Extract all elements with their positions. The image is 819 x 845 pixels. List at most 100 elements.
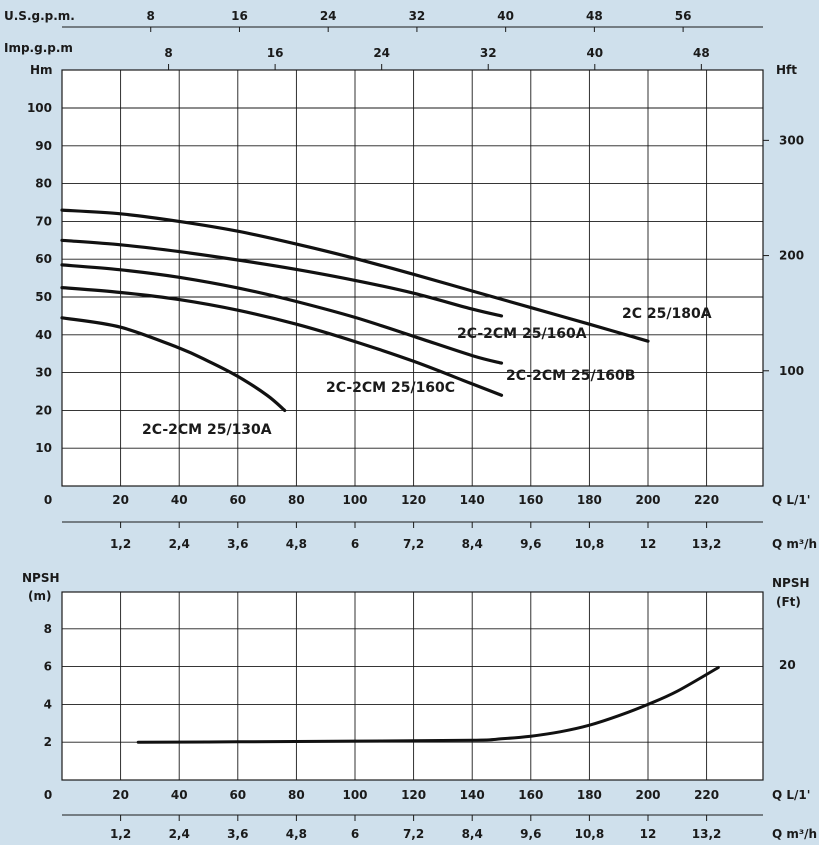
npsh-curve	[136, 666, 720, 744]
hm-axis-label: Hm	[30, 63, 53, 77]
q-lmin-tick-label: 80	[288, 493, 305, 507]
curve-2c-2cm-25-160c	[60, 286, 504, 397]
q-lmin-tick-label: 60	[229, 493, 246, 507]
us-gpm-label: U.S.g.p.m.	[4, 9, 75, 23]
imp-gpm-tick-label: 48	[693, 46, 710, 60]
hft-tick-label: 200	[779, 249, 804, 263]
q-lmin-tick-label: 200	[635, 788, 660, 802]
npsh-y-tick-label: 2	[44, 735, 52, 749]
y-tick-label: 70	[35, 214, 52, 228]
imp-gpm-tick-label: 8	[164, 46, 172, 60]
q-lmin-tick-label: 100	[342, 788, 367, 802]
curve-label: 2C-2CM 25/160B	[506, 368, 635, 384]
q-lmin-tick-label: 140	[460, 788, 485, 802]
m3h-tick-label: 13,2	[692, 537, 722, 551]
m3h-tick-label: 6	[351, 827, 359, 841]
m3h-tick-label: 4,8	[286, 537, 307, 551]
q-lmin-tick-label: 60	[229, 788, 246, 802]
us-gpm-tick-label: 8	[147, 9, 155, 23]
curve-label: 2C-2CM 25/130A	[142, 422, 272, 438]
npsh-ft-label: (Ft)	[776, 595, 801, 609]
m3h-tick-label: 2,4	[169, 827, 190, 841]
q-lmin-tick-label: 180	[577, 788, 602, 802]
m3h-tick-label: 12	[640, 537, 657, 551]
q-lmin-tick-label: 160	[518, 788, 543, 802]
q-lmin-tick-label: 160	[518, 493, 543, 507]
m3h-tick-label: 9,6	[520, 827, 541, 841]
npsh-ft-tick-label: 20	[779, 658, 796, 672]
us-gpm-tick-label: 40	[497, 9, 514, 23]
q-lmin-tick-label: 200	[635, 493, 660, 507]
q-lmin-tick-label: 120	[401, 788, 426, 802]
q-lmin-tick-label: 100	[342, 493, 367, 507]
imp-gpm-tick-label: 32	[480, 46, 497, 60]
q-lmin-tick-label: 220	[694, 788, 719, 802]
curve-2c-2cm-25-160b	[60, 263, 504, 365]
m3h-tick-label: 13,2	[692, 827, 722, 841]
y-tick-label: 50	[35, 290, 52, 304]
npsh-right-label: NPSH	[772, 576, 810, 590]
q-lmin-tick-label: 20	[112, 788, 129, 802]
q-lmin-tick-label: 0	[44, 493, 52, 507]
npsh-plot-area	[61, 591, 764, 781]
q-lmin-tick-label: 180	[577, 493, 602, 507]
q-lmin-tick-label: 40	[171, 788, 188, 802]
y-tick-label: 60	[35, 252, 52, 266]
m3h-tick-label: 10,8	[575, 827, 605, 841]
m3h-tick-label: 10,8	[575, 537, 605, 551]
npsh-left-label: NPSH	[22, 571, 60, 585]
q-lmin-tick-label: 80	[288, 788, 305, 802]
npsh-y-tick-label: 6	[44, 660, 52, 674]
y-tick-label: 10	[35, 441, 52, 455]
q-lmin-tick-label: 140	[460, 493, 485, 507]
m3h-tick-label: 6	[351, 537, 359, 551]
m3h-tick-label: 3,6	[227, 537, 248, 551]
imp-gpm-tick-label: 24	[373, 46, 390, 60]
m3h-tick-label: 9,6	[520, 537, 541, 551]
q-lmin-label: Q L/1'	[772, 788, 810, 802]
us-gpm-tick-label: 48	[586, 9, 603, 23]
curve-2c-2cm-25-160a	[60, 238, 504, 318]
curve-label: 2C 25/180A	[622, 306, 712, 322]
y-tick-label: 100	[27, 101, 52, 115]
q-lmin-tick-label: 0	[44, 788, 52, 802]
m3h-tick-label: 1,2	[110, 827, 131, 841]
m3h-tick-label: 8,4	[462, 537, 483, 551]
imp-gpm-tick-label: 16	[267, 46, 284, 60]
m3h-tick-label: 2,4	[169, 537, 190, 551]
m3h-tick-label: 7,2	[403, 537, 424, 551]
npsh-y-tick-label: 4	[44, 697, 52, 711]
us-gpm-tick-label: 16	[231, 9, 248, 23]
npsh-m-label: (m)	[28, 589, 51, 603]
curve-label: 2C-2CM 25/160A	[457, 326, 587, 342]
us-gpm-tick-label: 32	[409, 9, 426, 23]
q-m3h-label: Q m³/h	[772, 537, 817, 551]
curve-2c-2cm-25-130a	[60, 316, 287, 412]
us-gpm-tick-label: 24	[320, 9, 337, 23]
y-tick-label: 90	[35, 139, 52, 153]
q-lmin-tick-label: 40	[171, 493, 188, 507]
q-lmin-label: Q L/1'	[772, 493, 810, 507]
us-gpm-tick-label: 56	[675, 9, 692, 23]
y-tick-label: 80	[35, 177, 52, 191]
hft-tick-label: 100	[779, 364, 804, 378]
imp-gpm-label: Imp.g.p.m	[4, 41, 73, 55]
m3h-tick-label: 1,2	[110, 537, 131, 551]
y-tick-label: 20	[35, 403, 52, 417]
q-lmin-tick-label: 220	[694, 493, 719, 507]
curve-label: 2C-2CM 25/160C	[326, 380, 455, 396]
imp-gpm-tick-label: 40	[586, 46, 603, 60]
q-lmin-tick-label: 20	[112, 493, 129, 507]
m3h-tick-label: 7,2	[403, 827, 424, 841]
m3h-tick-label: 4,8	[286, 827, 307, 841]
m3h-tick-label: 3,6	[227, 827, 248, 841]
npsh-y-tick-label: 8	[44, 622, 52, 636]
q-m3h-label: Q m³/h	[772, 827, 817, 841]
hft-tick-label: 300	[779, 133, 804, 147]
hft-axis-label: Hft	[776, 63, 797, 77]
y-tick-label: 30	[35, 366, 52, 380]
m3h-tick-label: 8,4	[462, 827, 483, 841]
q-lmin-tick-label: 120	[401, 493, 426, 507]
m3h-tick-label: 12	[640, 827, 657, 841]
